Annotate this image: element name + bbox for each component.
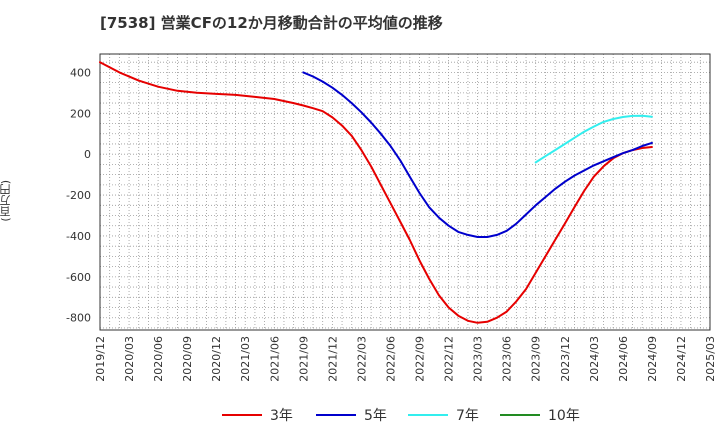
y-tick-label: -600 [66,271,91,284]
x-tick-label: 2024/03 [588,336,601,382]
x-tick-label: 2021/06 [268,336,281,382]
chart-title: [7538] 営業CFの12か月移動合計の平均値の推移 [100,14,443,32]
x-tick-label: 2023/09 [530,336,543,382]
y-tick-label: -800 [66,312,91,325]
x-tick-label: 2021/03 [239,336,252,382]
x-tick-label: 2023/03 [472,336,485,382]
plot-area [100,54,710,330]
y-tick-label: -400 [66,230,91,243]
legend: 3年 5年 7年 10年 [0,403,720,427]
x-tick-label: 2025/03 [704,336,717,382]
x-tick-label: 2020/12 [210,336,223,382]
x-tick-label: 2020/09 [181,336,194,382]
legend-swatch-5y [316,414,356,416]
x-tick-label: 2022/09 [414,336,427,382]
x-tick-label: 2022/06 [384,336,397,382]
grid-layer [100,54,710,330]
legend-item-10y[interactable]: 10年 [500,403,580,427]
x-tick-label: 2024/06 [617,336,630,382]
y-tick-label: 200 [70,107,91,120]
legend-swatch-3y [222,414,262,416]
x-tick-label: 2024/12 [675,336,688,382]
series-layer [99,61,653,324]
x-tick-label: 2021/09 [297,336,310,382]
legend-item-7y[interactable]: 7年 [408,403,479,427]
y-tick-label: 400 [70,66,91,79]
x-tick-label: 2023/12 [559,336,572,382]
x-tick-label: 2024/09 [646,336,659,382]
x-tick-label: 2021/12 [326,336,339,382]
legend-label-5y: 5年 [364,408,387,424]
x-tick-label: 2019/12 [94,336,107,382]
series-line-1 [99,61,653,324]
legend-swatch-7y [408,414,448,416]
x-tick-label: 2022/03 [355,336,368,382]
legend-label-3y: 3年 [270,408,293,424]
x-tick-label: 2022/12 [443,336,456,382]
y-tick-label: -200 [66,189,91,202]
legend-label-7y: 7年 [456,408,479,424]
x-tick-label: 2023/06 [501,336,514,382]
series-line-2 [302,71,653,238]
legend-label-10y: 10年 [548,408,580,424]
legend-swatch-10y [500,414,540,416]
legend-item-5y[interactable]: 5年 [316,403,387,427]
y-tick-label: 0 [84,148,91,161]
legend-item-3y[interactable]: 3年 [222,403,293,427]
series-line-3 [534,114,653,164]
plot-frame [99,53,711,331]
x-tick-label: 2020/03 [123,336,136,382]
x-tick-label: 2020/06 [152,336,165,382]
axis-layer [99,53,711,331]
